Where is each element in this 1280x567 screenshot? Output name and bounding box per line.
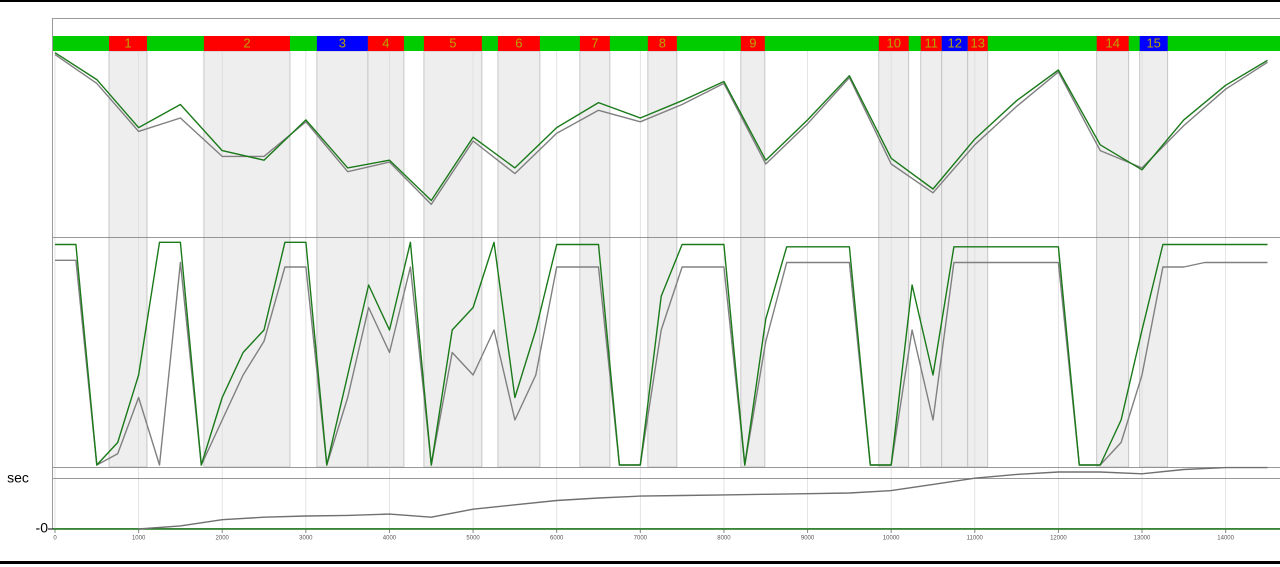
section xyxy=(203,36,290,51)
x-tick-label: 0 xyxy=(53,536,57,542)
section-label: 9 xyxy=(749,35,756,50)
x-tick-label: 5000 xyxy=(466,536,480,542)
y-tick-label: -0 xyxy=(36,520,49,536)
section xyxy=(1096,36,1129,51)
x-tick-label: 2000 xyxy=(216,536,230,542)
x-tick-label: 10000 xyxy=(883,536,900,542)
section xyxy=(740,36,765,51)
x-tick-label: 7000 xyxy=(634,536,648,542)
section xyxy=(579,36,610,51)
section-band xyxy=(878,50,910,468)
section-band xyxy=(920,50,943,468)
bottom-border xyxy=(0,561,1280,564)
section xyxy=(109,36,147,51)
section-band xyxy=(967,50,989,468)
section xyxy=(367,36,404,51)
x-tick-label: 12000 xyxy=(1050,536,1067,542)
section-label: 6 xyxy=(515,35,522,50)
section-label: 10 xyxy=(887,35,901,50)
x-tick-label: 8000 xyxy=(717,536,731,542)
section xyxy=(920,36,942,51)
section-label: 3 xyxy=(339,35,346,50)
section-band xyxy=(1096,50,1130,468)
section-label: 12 xyxy=(948,35,962,50)
section xyxy=(497,36,540,51)
section-label: 15 xyxy=(1146,35,1160,50)
x-tick-label: 11000 xyxy=(967,536,984,542)
section-band xyxy=(1139,50,1169,468)
series-line xyxy=(55,259,1268,466)
section xyxy=(316,36,368,51)
x-tick-label: 9000 xyxy=(801,536,815,542)
section-band xyxy=(108,50,148,468)
section-label: 2 xyxy=(243,35,250,50)
series-line xyxy=(54,54,1268,206)
x-tick-label: 4000 xyxy=(383,536,397,542)
section xyxy=(1139,36,1168,51)
x-tick-label: 13000 xyxy=(1134,536,1151,542)
section xyxy=(647,36,677,51)
x-tick-label: 1000 xyxy=(132,536,146,542)
section-band xyxy=(647,50,678,468)
x-tick-label: 14000 xyxy=(1217,536,1234,542)
section xyxy=(423,36,482,51)
section-label: 11 xyxy=(925,35,939,50)
section-label: 13 xyxy=(971,35,985,50)
series-line xyxy=(55,241,1268,466)
section-band xyxy=(316,50,369,468)
y-axis-label: sec xyxy=(7,470,29,486)
section-label: 8 xyxy=(659,35,666,50)
section-label: 4 xyxy=(382,35,389,50)
top-border xyxy=(0,0,1280,2)
section-band xyxy=(941,50,969,468)
section-label: 5 xyxy=(449,35,456,50)
x-tick-label: 6000 xyxy=(550,536,564,542)
section-label: 14 xyxy=(1105,35,1119,50)
section xyxy=(967,36,988,51)
section-label: 7 xyxy=(591,35,598,50)
series-line xyxy=(138,466,1268,530)
series-line xyxy=(54,52,1268,202)
section-band xyxy=(367,50,405,468)
section xyxy=(878,36,909,51)
section-label: 1 xyxy=(124,35,131,50)
section-band xyxy=(579,50,611,468)
section-band xyxy=(203,50,291,468)
section-band xyxy=(497,50,541,468)
x-tick-label: 3000 xyxy=(299,536,313,542)
section xyxy=(941,36,968,51)
